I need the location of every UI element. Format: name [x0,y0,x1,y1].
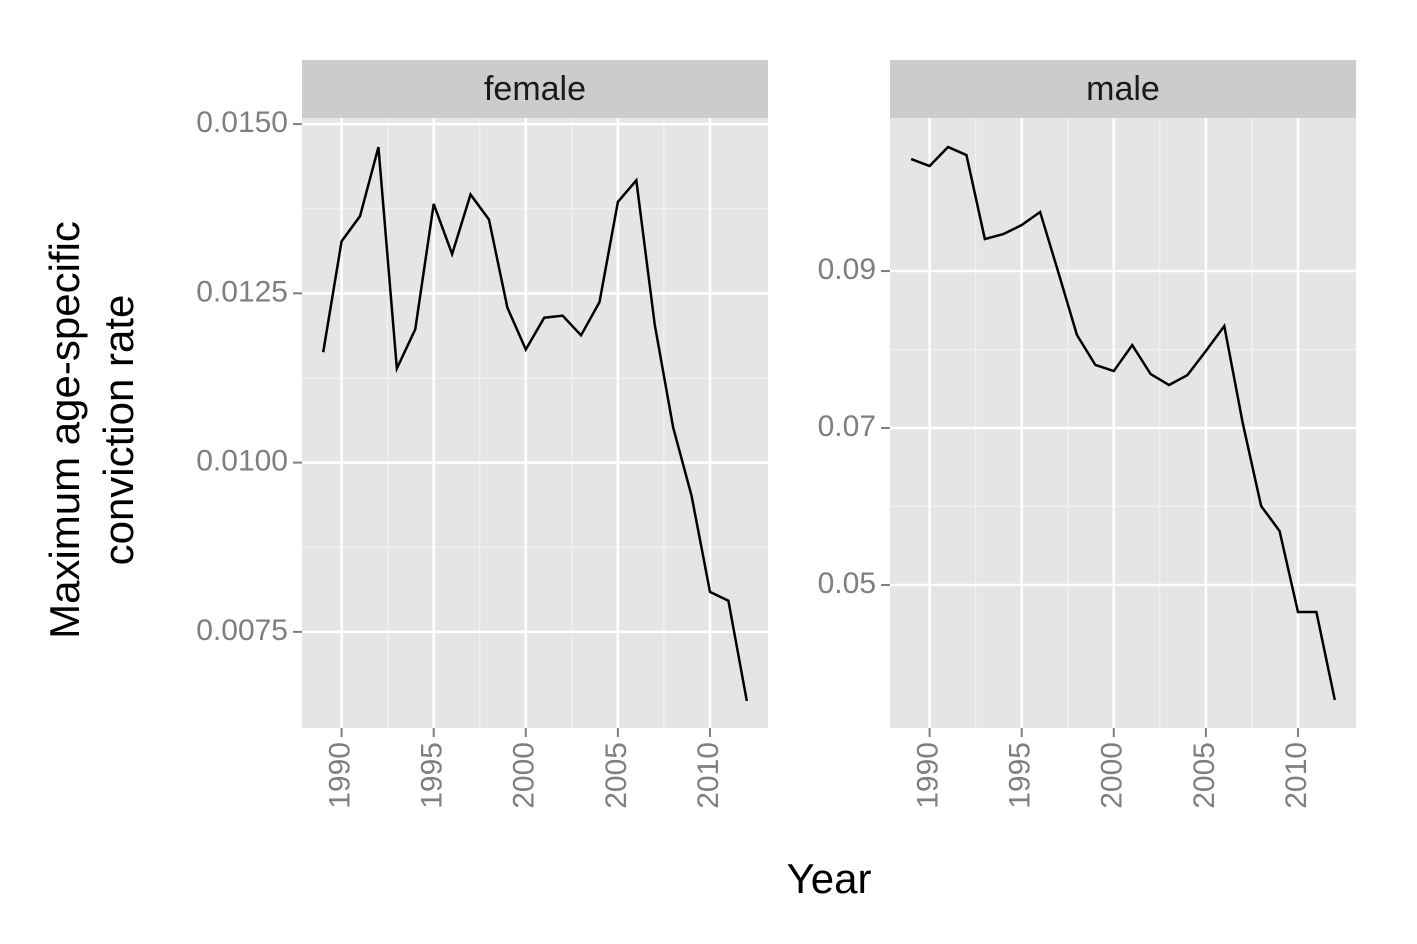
x-axis-title: Year [787,855,872,902]
strip-background [890,60,1356,118]
y-tick-label: 0.07 [818,410,876,443]
strip-background [302,60,768,118]
y-tick-label: 0.05 [818,567,876,600]
y-tick-label: 0.0100 [196,445,288,478]
x-tick-label: 2010 [1280,742,1313,809]
x-tick-label: 2005 [600,742,633,809]
y-tick-label: 0.0150 [196,106,288,139]
strip-label: male [1086,70,1160,108]
x-tick-label: 2000 [1096,742,1129,809]
panel-background [302,118,768,728]
line [321,146,749,702]
y-tick-label: 0.0075 [196,614,288,647]
x-tick-label: 1990 [324,742,357,809]
x-tick-label: 2005 [1188,742,1221,809]
line [910,145,1337,701]
x-tick-label: 1995 [416,742,449,809]
x-tick-label: 1995 [1004,742,1037,809]
x-tick-label: 1990 [912,742,945,809]
x-tick-label: 2000 [508,742,541,809]
y-tick-label: 0.0125 [196,275,288,308]
y-tick-label: 0.09 [818,253,876,286]
strip-label: female [484,70,586,108]
panel-background [890,118,1356,728]
y-axis-title: Maximum age-specific conviction rate [41,221,142,639]
y-axis-title-line: conviction rate [95,295,142,566]
x-tick-label: 2010 [692,742,725,809]
y-axis-title-line: Maximum age-specific [41,221,88,639]
